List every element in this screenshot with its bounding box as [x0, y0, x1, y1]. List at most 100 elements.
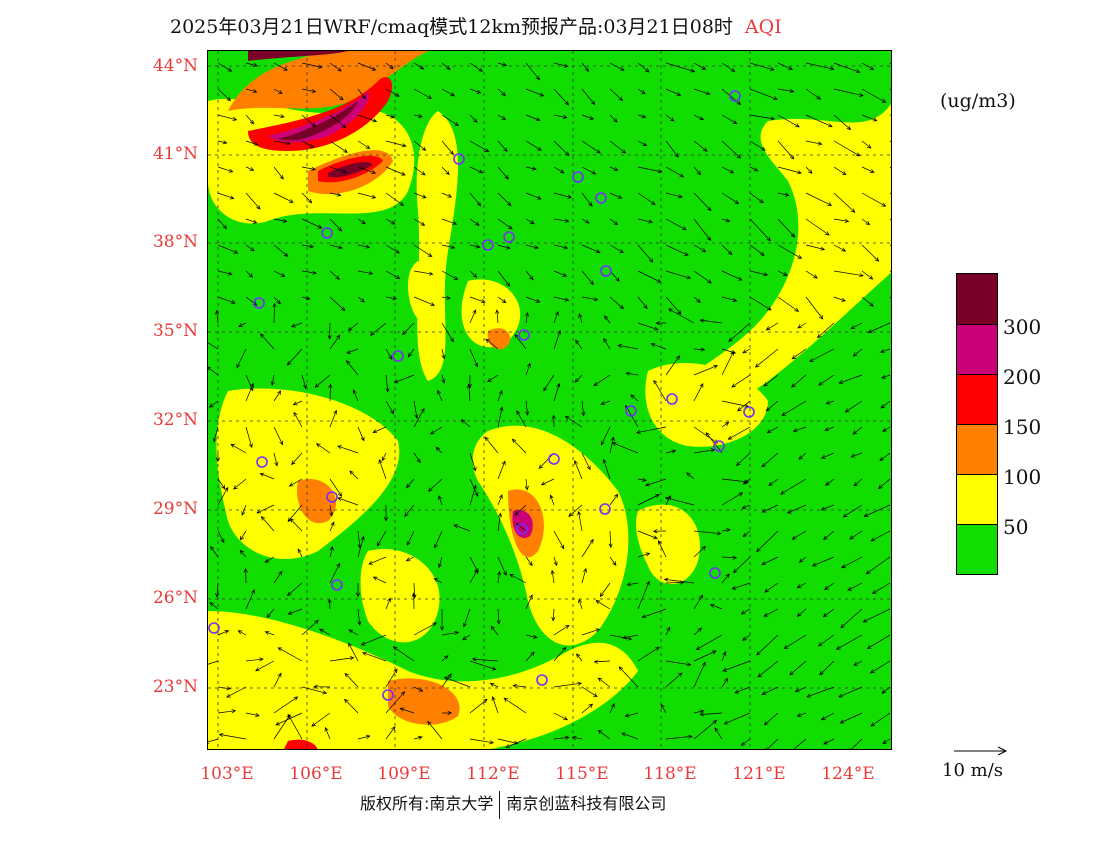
wind-vector	[553, 296, 570, 302]
wind-vector	[434, 530, 443, 549]
wind-vector	[469, 62, 483, 72]
wind-vector	[217, 88, 232, 102]
wind-vector	[686, 472, 695, 480]
wind-vector	[289, 518, 303, 532]
wind-vector	[693, 88, 711, 96]
station-marker	[709, 567, 721, 579]
wind-vector	[441, 710, 453, 716]
wind-vector	[327, 598, 332, 610]
wind-vector	[245, 589, 255, 610]
wind-vector	[514, 504, 527, 516]
station-marker	[503, 231, 515, 243]
wind-vector	[863, 504, 891, 517]
wind-vector	[497, 244, 511, 250]
wind-vector	[433, 577, 443, 584]
wind-vector	[217, 478, 226, 490]
wind-vector	[346, 348, 359, 354]
wind-vector	[503, 697, 527, 714]
wind-vector	[369, 322, 387, 336]
wind-vector	[798, 452, 807, 460]
wind-vector	[850, 452, 863, 458]
wind-vector	[777, 166, 802, 175]
wind-vector	[469, 452, 477, 472]
wind-vector	[693, 140, 708, 152]
wind-vector	[665, 449, 677, 454]
wind-vector	[609, 192, 623, 199]
wind-vector	[549, 494, 555, 506]
wind-vector	[816, 322, 835, 339]
wind-vector	[721, 244, 733, 256]
wind-vector	[273, 296, 281, 305]
station-marker	[729, 90, 741, 102]
wind-vector	[721, 218, 731, 223]
wind-vector	[665, 734, 693, 740]
station-marker	[256, 456, 268, 468]
wind-vector	[665, 192, 683, 199]
wind-vector	[525, 192, 542, 200]
wind-vector	[357, 114, 378, 123]
aqi-field-svg	[208, 51, 891, 749]
wind-vector	[721, 62, 736, 72]
wind-vector	[259, 472, 275, 480]
wind-vector	[525, 651, 535, 662]
wind-vector	[721, 421, 730, 428]
wind-vector	[749, 296, 772, 311]
wind-vector	[495, 309, 500, 324]
wind-vector	[512, 683, 527, 688]
wind-vector	[485, 338, 499, 350]
wind-vector	[740, 608, 751, 615]
wind-vector	[833, 62, 861, 74]
wind-vector	[217, 486, 229, 506]
wind-vector	[693, 530, 722, 536]
wind-vector	[441, 62, 451, 71]
wind-vector	[525, 362, 531, 376]
wind-vector	[301, 88, 317, 94]
wind-vector	[833, 270, 864, 278]
wind-vector	[817, 634, 835, 647]
wind-vector	[853, 478, 863, 487]
wind-vector	[287, 608, 303, 615]
wind-vector	[346, 360, 359, 376]
wind-vector	[777, 218, 796, 238]
wind-vector	[525, 114, 541, 122]
wind-vector	[765, 322, 779, 331]
wind-vector	[314, 374, 331, 388]
wind-vector	[217, 62, 233, 72]
wind-vector	[693, 166, 702, 176]
wind-vector	[329, 62, 342, 72]
wind-vector	[497, 270, 511, 287]
wind-vector	[709, 603, 723, 610]
wind-vector	[385, 140, 407, 148]
wind-vector	[777, 296, 800, 312]
wind-vector	[749, 244, 765, 256]
wind-vector	[693, 627, 703, 636]
wind-vector	[385, 374, 390, 393]
wind-vector	[763, 608, 779, 617]
wind-vector	[850, 322, 863, 329]
wind-vector	[301, 686, 328, 695]
lon-label: 121°E	[732, 764, 786, 784]
wind-vector	[525, 594, 533, 610]
lon-label: 109°E	[377, 764, 431, 784]
lat-label: 41°N	[152, 144, 198, 164]
wind-vector	[516, 410, 527, 428]
wind-vector	[329, 409, 338, 428]
wind-vector	[665, 62, 696, 73]
wind-vector	[861, 114, 878, 122]
wind-vector	[777, 88, 795, 94]
wind-vector	[441, 192, 453, 198]
colorbar-segment	[957, 474, 997, 524]
wind-vector	[825, 478, 835, 486]
aqi-map-panel	[207, 50, 892, 750]
wind-vector	[861, 88, 887, 103]
wind-vector	[385, 166, 406, 176]
wind-vector	[260, 515, 275, 532]
wind-vector	[595, 600, 611, 610]
wind-vector	[777, 114, 800, 128]
wind-vector	[721, 270, 743, 281]
wind-vector	[564, 416, 583, 428]
wind-vector	[618, 666, 639, 688]
wind-vector	[524, 478, 529, 491]
wind-vector	[553, 735, 570, 740]
wind-vector	[577, 510, 583, 532]
